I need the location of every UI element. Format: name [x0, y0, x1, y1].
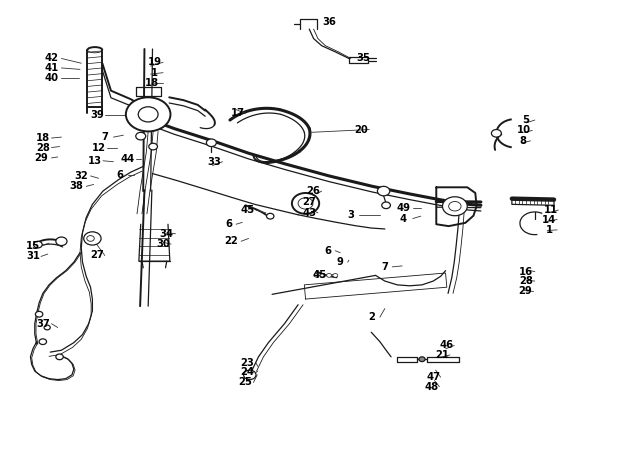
Text: 12: 12 — [91, 143, 106, 153]
Text: 3: 3 — [347, 210, 354, 220]
Circle shape — [35, 312, 43, 317]
Circle shape — [298, 198, 313, 209]
Text: 1: 1 — [151, 67, 158, 78]
Text: 19: 19 — [147, 57, 161, 67]
Circle shape — [333, 274, 338, 277]
Text: 17: 17 — [230, 108, 245, 118]
Text: 37: 37 — [36, 319, 50, 329]
Text: 27: 27 — [90, 250, 104, 260]
Text: 31: 31 — [26, 251, 40, 261]
Text: 13: 13 — [88, 156, 102, 166]
Text: 34: 34 — [160, 228, 174, 239]
Circle shape — [136, 133, 146, 140]
Circle shape — [292, 193, 319, 214]
Text: 30: 30 — [156, 239, 170, 249]
Circle shape — [126, 97, 171, 132]
Text: 14: 14 — [542, 215, 556, 225]
Text: 44: 44 — [120, 154, 135, 164]
Text: 16: 16 — [519, 266, 533, 276]
Text: 29: 29 — [518, 286, 532, 296]
Circle shape — [138, 107, 158, 122]
Text: 9: 9 — [337, 257, 343, 267]
Circle shape — [266, 213, 274, 219]
Circle shape — [449, 201, 461, 211]
Text: 21: 21 — [435, 350, 449, 360]
Text: 8: 8 — [519, 136, 526, 146]
Text: 22: 22 — [224, 236, 238, 247]
Text: 45: 45 — [240, 205, 255, 215]
Circle shape — [149, 143, 158, 150]
Text: 48: 48 — [424, 382, 438, 392]
Circle shape — [44, 325, 50, 330]
Text: 42: 42 — [45, 54, 58, 64]
Text: 1: 1 — [545, 225, 553, 235]
Text: 6: 6 — [324, 246, 332, 256]
Text: 24: 24 — [240, 368, 255, 378]
Text: 47: 47 — [426, 372, 440, 382]
Circle shape — [382, 202, 391, 209]
Text: 40: 40 — [45, 73, 58, 84]
Text: 18: 18 — [145, 78, 159, 88]
Text: 23: 23 — [240, 358, 254, 368]
Circle shape — [491, 130, 501, 137]
Circle shape — [320, 274, 325, 277]
Text: 6: 6 — [116, 170, 123, 180]
Circle shape — [84, 232, 101, 245]
Text: 2: 2 — [368, 312, 374, 322]
Text: 5: 5 — [523, 115, 530, 125]
Circle shape — [419, 357, 425, 361]
Text: 32: 32 — [75, 171, 88, 181]
Text: 36: 36 — [322, 17, 336, 27]
Circle shape — [443, 197, 467, 216]
Text: 41: 41 — [44, 63, 58, 73]
Circle shape — [327, 274, 332, 277]
Text: 6: 6 — [225, 219, 232, 229]
Circle shape — [314, 274, 319, 277]
Text: 10: 10 — [517, 125, 532, 135]
Text: 45: 45 — [313, 270, 327, 280]
Text: 33: 33 — [207, 157, 221, 167]
Text: 43: 43 — [302, 208, 316, 218]
Circle shape — [87, 236, 94, 241]
Text: 15: 15 — [26, 241, 40, 251]
Circle shape — [56, 354, 63, 360]
Text: 11: 11 — [544, 205, 558, 215]
Text: 25: 25 — [238, 378, 252, 388]
Circle shape — [34, 241, 42, 248]
Circle shape — [243, 370, 256, 380]
Text: 7: 7 — [101, 132, 108, 142]
Text: 18: 18 — [36, 133, 50, 143]
Text: 26: 26 — [307, 186, 320, 196]
Text: 20: 20 — [355, 124, 368, 134]
Text: 46: 46 — [440, 341, 454, 351]
Circle shape — [56, 237, 67, 246]
Text: 35: 35 — [356, 53, 370, 63]
Text: 39: 39 — [90, 110, 104, 120]
Text: 28: 28 — [519, 276, 533, 286]
Text: 4: 4 — [400, 214, 407, 224]
Circle shape — [206, 139, 216, 147]
Circle shape — [39, 339, 47, 344]
Text: 7: 7 — [381, 262, 388, 272]
Text: 38: 38 — [70, 181, 83, 191]
Text: 27: 27 — [302, 197, 316, 207]
Text: 29: 29 — [34, 153, 48, 163]
Circle shape — [378, 186, 390, 196]
Text: 49: 49 — [396, 203, 410, 213]
Text: 28: 28 — [36, 142, 50, 152]
